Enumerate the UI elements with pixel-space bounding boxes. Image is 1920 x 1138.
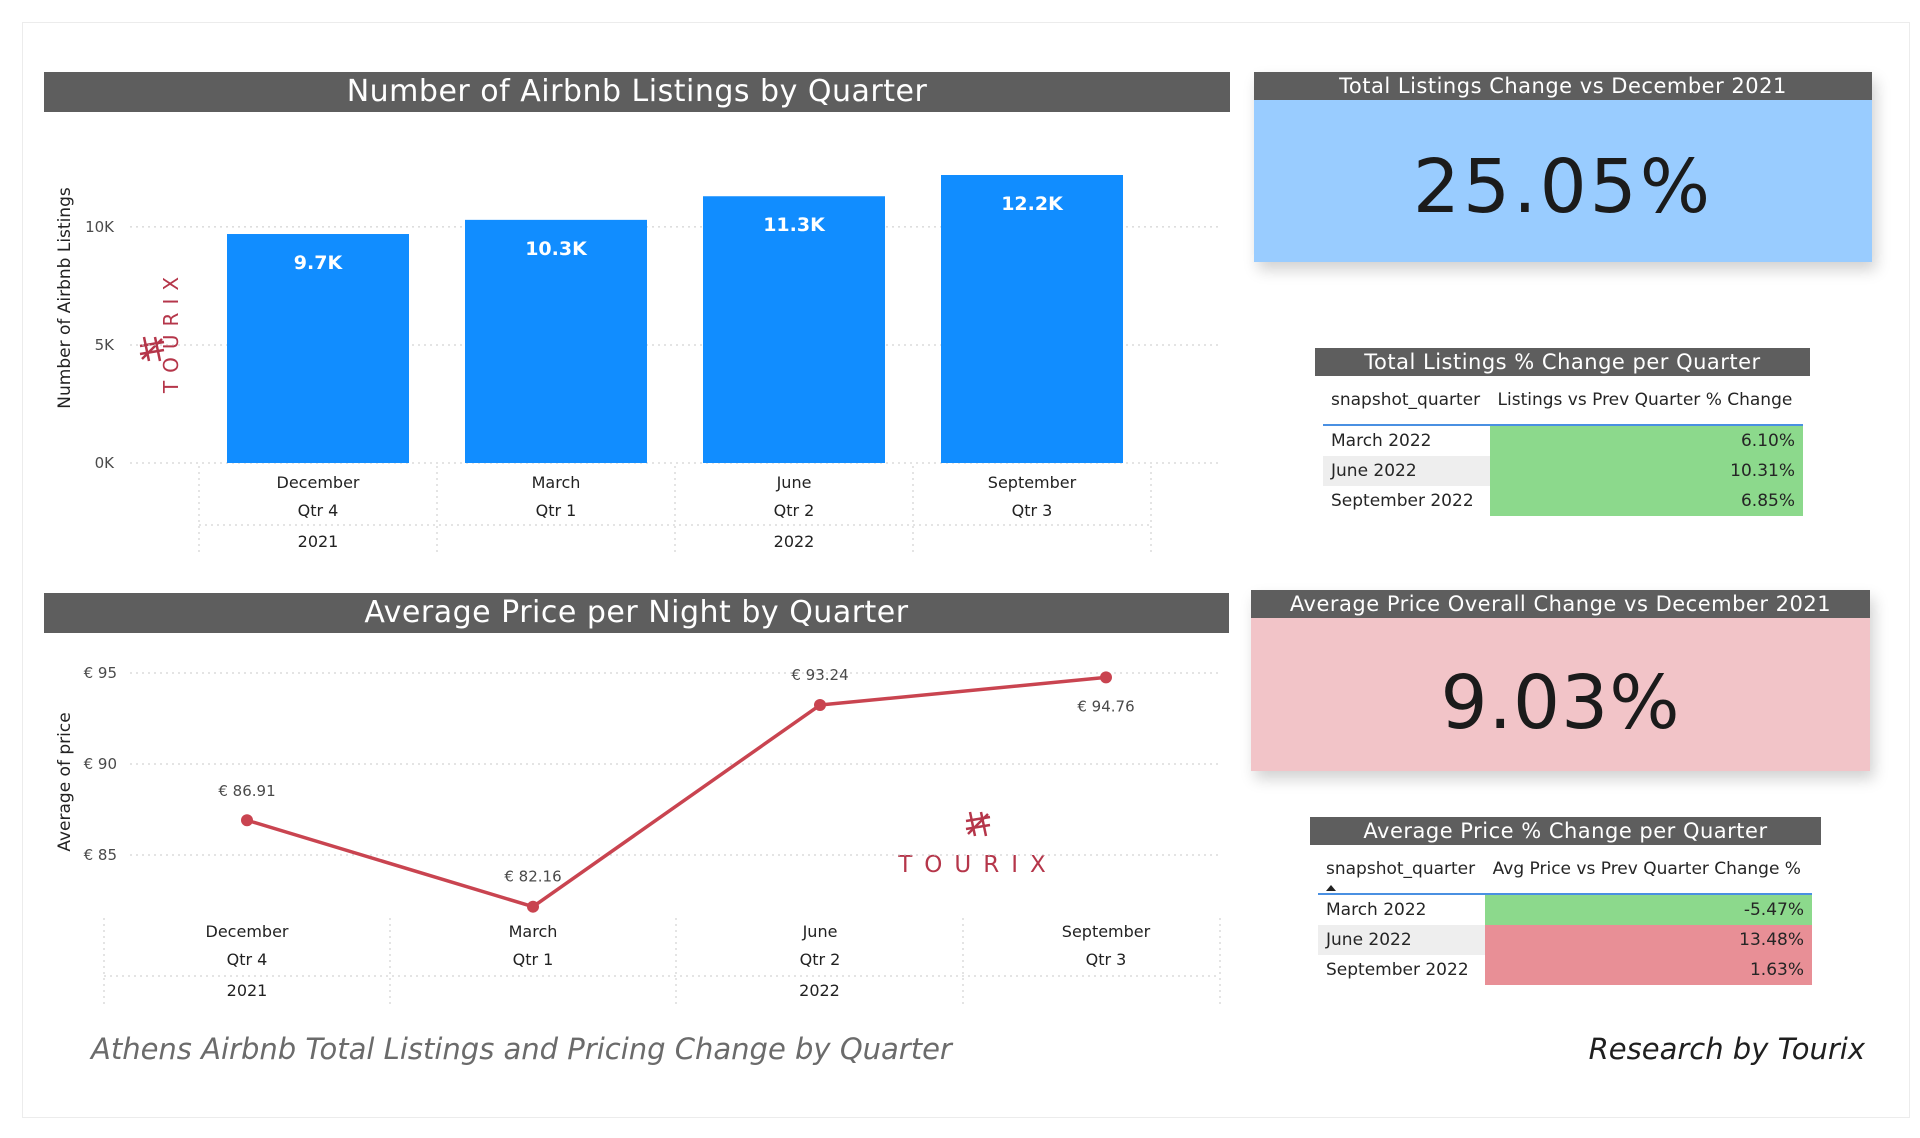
x-tick-label-quarter: Qtr 3 [1012, 501, 1053, 520]
x-tick-label-month: December [206, 922, 289, 941]
tourix-logo-text: TOURIX [897, 852, 1058, 878]
change-value-cell: 13.48% [1484, 925, 1812, 955]
quarter-cell: September 2022 [1326, 960, 1469, 980]
quarter-cell: June 2022 [1331, 461, 1417, 481]
x-tick-label-year: 2021 [298, 532, 339, 551]
data-label: € 94.76 [1077, 697, 1134, 715]
x-tick-label-year: 2022 [774, 532, 815, 551]
quarter-cell: June 2022 [1326, 930, 1412, 950]
table-row[interactable]: June 2022 10.31% [1323, 456, 1803, 486]
data-label: 10.3K [525, 238, 588, 260]
price-table-title: Average Price % Change per Quarter [1310, 817, 1821, 845]
x-tick-label-month: December [277, 473, 360, 492]
column-header-snapshot-quarter[interactable]: snapshot_quarter [1318, 845, 1485, 895]
tourix-hash-icon [965, 811, 991, 837]
change-value-cell: 10.31% [1489, 456, 1803, 486]
quarter-cell: March 2022 [1331, 431, 1432, 451]
data-label: 11.3K [763, 214, 826, 236]
table-row[interactable]: March 2022 -5.47% [1318, 894, 1812, 925]
price-y-axis-label: Average of price [55, 712, 75, 851]
tourix-watermark-text: TOURIX [159, 269, 183, 394]
data-label: € 86.91 [218, 782, 275, 800]
x-tick-label-month: March [532, 473, 581, 492]
quarter-cell: September 2022 [1331, 491, 1474, 511]
change-value-cell: -5.47% [1484, 894, 1812, 925]
listings-bar-chart[interactable]: Number of Airbnb Listings TOURIX 0K 5K 10K… [0, 0, 1240, 570]
tourix-logo: TOURIX [897, 811, 1058, 878]
x-tick-label-quarter: Qtr 1 [536, 501, 577, 520]
x-tick-label-quarter: Qtr 2 [800, 950, 841, 969]
bar[interactable] [227, 234, 409, 463]
change-value-cell: 1.63% [1484, 955, 1812, 985]
data-label: € 93.24 [791, 666, 848, 684]
table-row[interactable]: March 2022 6.10% [1323, 425, 1803, 456]
listings-table-title: Total Listings % Change per Quarter [1315, 348, 1810, 376]
price-change-card-title: Average Price Overall Change vs December… [1251, 590, 1870, 618]
table-row[interactable]: June 2022 13.48% [1318, 925, 1812, 955]
column-header-label: snapshot_quarter [1326, 859, 1476, 879]
x-tick-label-quarter: Qtr 4 [298, 501, 339, 520]
x-tick-label-quarter: Qtr 3 [1086, 950, 1127, 969]
price-change-table: snapshot_quarter Avg Price vs Prev Quart… [1318, 845, 1812, 985]
column-header-avg-price-change[interactable]: Avg Price vs Prev Quarter Change % [1484, 845, 1812, 895]
bar[interactable] [703, 196, 885, 463]
x-tick-label-quarter: Qtr 1 [513, 950, 554, 969]
x-tick-label-month: March [509, 922, 558, 941]
x-tick-label-month: September [1062, 922, 1151, 941]
data-point[interactable] [527, 900, 539, 913]
tourix-hash-icon [139, 336, 165, 362]
x-tick-label-month: June [776, 473, 812, 492]
y-tick-label: € 85 [84, 846, 117, 864]
sort-ascending-icon[interactable] [1326, 885, 1336, 891]
y-tick-label: € 95 [84, 664, 117, 682]
x-tick-label-month: June [802, 922, 838, 941]
x-tick-label-quarter: Qtr 2 [774, 501, 815, 520]
x-tick-label-year: 2021 [227, 981, 268, 1000]
listings-change-card: Total Listings Change vs December 2021 2… [1254, 72, 1872, 262]
report-caption: Athens Airbnb Total Listings and Pricing… [91, 1032, 952, 1066]
change-value-cell: 6.10% [1489, 425, 1803, 456]
column-header-listings-change[interactable]: Listings vs Prev Quarter % Change [1489, 376, 1803, 426]
data-label: 12.2K [1001, 193, 1064, 215]
bar[interactable] [941, 175, 1123, 463]
listings-y-axis-label: Number of Airbnb Listings [55, 187, 75, 409]
x-tick-label-year: 2022 [799, 981, 840, 1000]
listings-change-card-title: Total Listings Change vs December 2021 [1254, 72, 1872, 100]
bar[interactable] [465, 219, 647, 463]
data-point[interactable] [814, 699, 826, 712]
tourix-watermark: TOURIX [139, 269, 183, 394]
quarter-cell: March 2022 [1326, 900, 1427, 920]
price-change-value: 9.03% [1440, 660, 1681, 746]
y-tick-label: 5K [95, 336, 116, 354]
data-point[interactable] [241, 814, 253, 827]
listings-change-value: 25.05% [1412, 144, 1714, 230]
y-tick-label: € 90 [84, 755, 117, 773]
data-label: € 82.16 [504, 868, 561, 886]
listings-chart-title: Number of Airbnb Listings by Quarter [44, 72, 1230, 112]
price-chart-title: Average Price per Night by Quarter [44, 593, 1229, 633]
change-value-cell: 6.85% [1489, 486, 1803, 516]
column-header-snapshot-quarter[interactable]: snapshot_quarter [1323, 376, 1490, 426]
table-row[interactable]: September 2022 1.63% [1318, 955, 1812, 985]
listings-change-table: snapshot_quarter Listings vs Prev Quarte… [1323, 376, 1803, 516]
price-change-card: Average Price Overall Change vs December… [1251, 590, 1870, 771]
data-point[interactable] [1100, 671, 1112, 684]
data-label: 9.7K [294, 252, 344, 274]
table-row[interactable]: September 2022 6.85% [1323, 486, 1803, 516]
x-tick-label-month: September [988, 473, 1077, 492]
price-line-chart[interactable]: Average of price TOURIX € 85 € 90 € 95 € 86… [0, 0, 1240, 1010]
x-tick-label-quarter: Qtr 4 [227, 950, 268, 969]
price-series-line [246, 675, 1107, 909]
y-tick-label: 10K [85, 218, 115, 236]
report-credit: Research by Tourix [1588, 1032, 1865, 1066]
y-tick-label: 0K [95, 454, 116, 472]
